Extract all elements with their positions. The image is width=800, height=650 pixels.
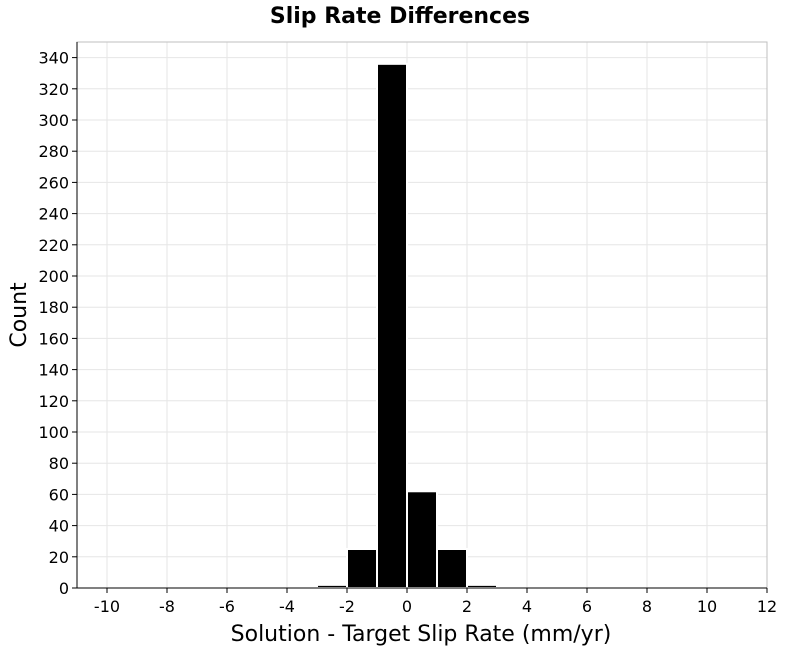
x-tick-label: 6 [582, 597, 592, 616]
x-tick-label: -8 [159, 597, 175, 616]
x-tick-label: 0 [402, 597, 412, 616]
y-tick-label: 160 [38, 329, 69, 348]
y-tick-label: 200 [38, 267, 69, 286]
y-tick-label: 100 [38, 423, 69, 442]
y-tick-label: 220 [38, 236, 69, 255]
y-tick-label: 0 [59, 579, 69, 598]
y-tick-label: 320 [38, 80, 69, 99]
bars [316, 62, 498, 590]
x-tick-label: 4 [522, 597, 532, 616]
x-tick-label: 8 [642, 597, 652, 616]
x-tick-label: -10 [94, 597, 120, 616]
histogram-bar [436, 548, 468, 589]
y-tick-label: 280 [38, 142, 69, 161]
y-tick-label: 120 [38, 392, 69, 411]
y-tick-label: 40 [49, 517, 69, 536]
axes [76, 42, 767, 589]
y-tick-label: 80 [49, 454, 69, 473]
histogram-bar [376, 62, 408, 589]
y-tick-label: 340 [38, 49, 69, 68]
x-ticks: -10 -8 -6 -4 -2 0 2 4 6 8 10 12 [94, 588, 777, 616]
x-tick-label: -6 [219, 597, 235, 616]
histogram-bar [406, 490, 438, 589]
x-tick-label: -4 [279, 597, 295, 616]
x-axis-label: Solution - Target Slip Rate (mm/yr) [231, 622, 612, 647]
y-ticks: 0 20 40 60 80 100 120 140 160 180 200 220 240 260 280 3… [38, 49, 77, 598]
x-tick-label: 10 [697, 597, 717, 616]
y-tick-label: 300 [38, 111, 69, 130]
y-tick-label: 20 [49, 548, 69, 567]
chart-title: Slip Rate Differences [270, 4, 530, 29]
y-tick-label: 180 [38, 298, 69, 317]
y-tick-label: 240 [38, 205, 69, 224]
y-axis-label: Count [7, 282, 32, 348]
y-tick-label: 140 [38, 361, 69, 380]
histogram-bar [346, 548, 378, 589]
x-tick-label: 12 [757, 597, 777, 616]
y-tick-label: 60 [49, 485, 69, 504]
x-tick-label: -2 [339, 597, 355, 616]
x-tick-label: 2 [462, 597, 472, 616]
y-tick-label: 260 [38, 173, 69, 192]
